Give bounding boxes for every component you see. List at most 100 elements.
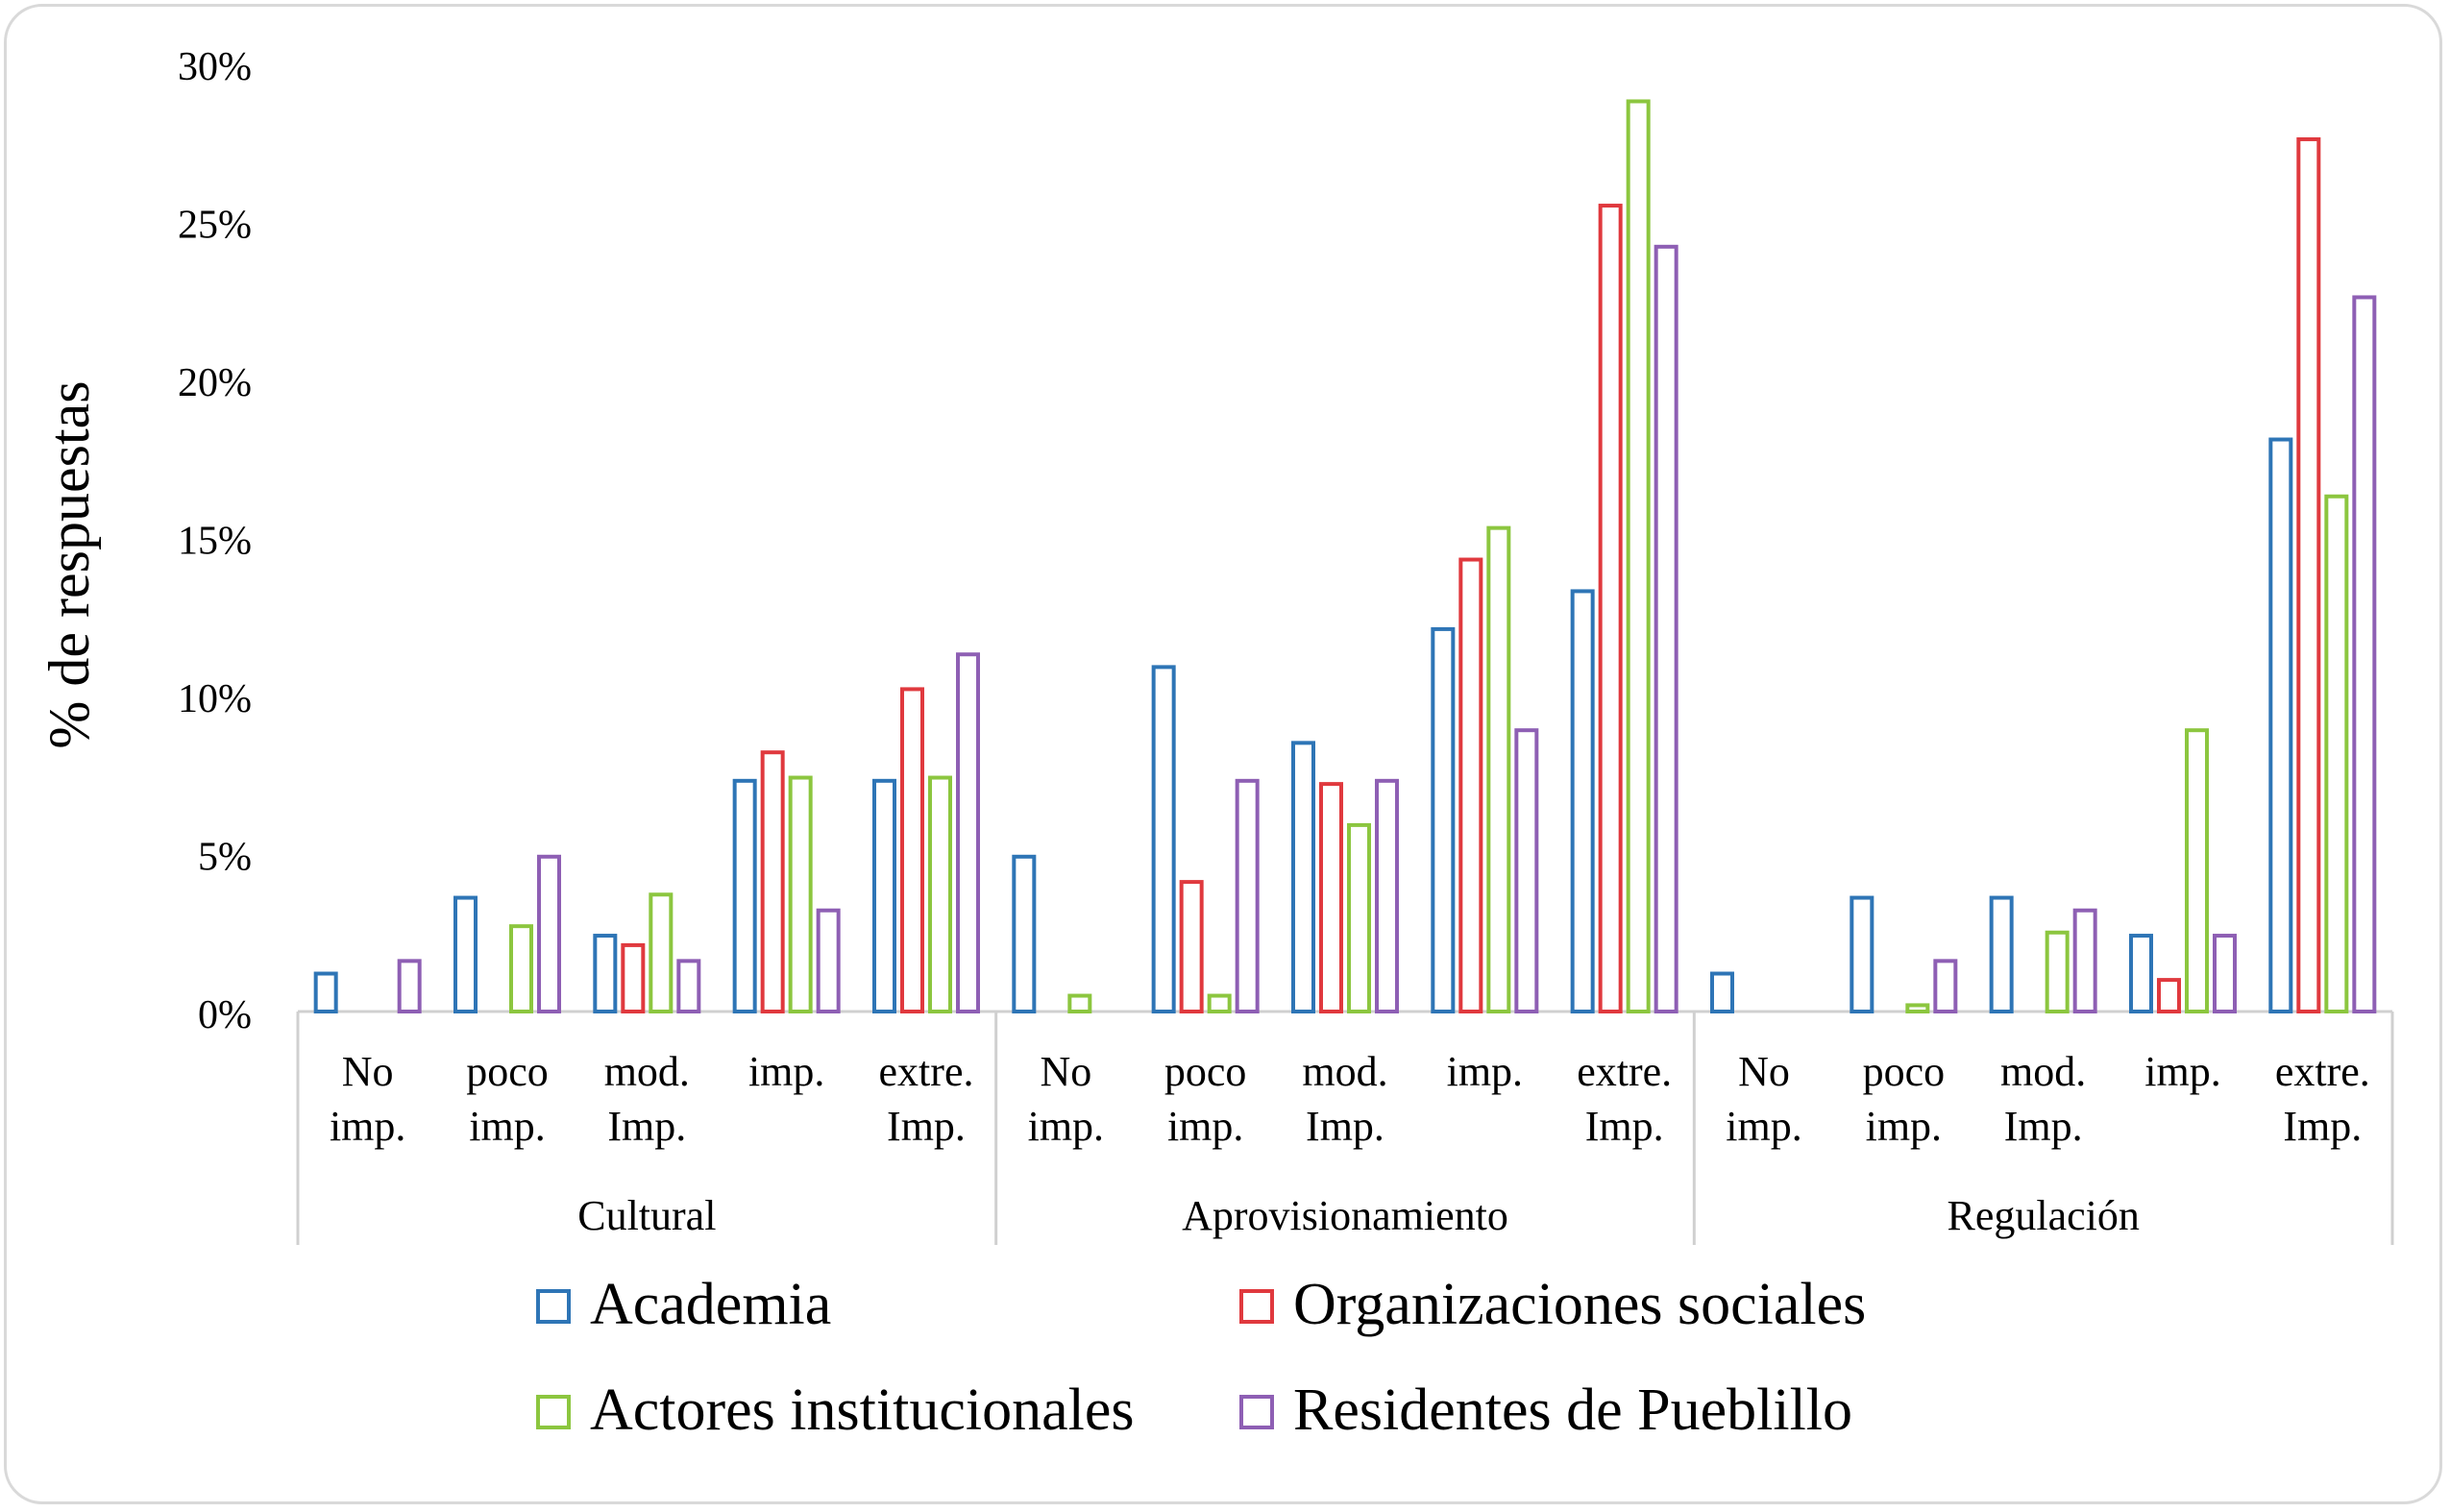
group-label: Aprovisionamiento bbox=[1182, 1192, 1508, 1239]
bar bbox=[900, 687, 924, 1013]
y-tick-label: 20% bbox=[178, 361, 252, 405]
bar bbox=[816, 908, 841, 1013]
bar bbox=[453, 895, 478, 1013]
bar bbox=[1989, 895, 2014, 1013]
x-tick-label: imp. bbox=[2144, 1048, 2220, 1095]
x-tick-label: extre. bbox=[1577, 1048, 1672, 1095]
x-tick-label: Imp. bbox=[1585, 1103, 1664, 1150]
bar bbox=[2268, 437, 2293, 1013]
x-tick-label: Imp. bbox=[607, 1103, 686, 1150]
bar bbox=[1626, 99, 1651, 1014]
x-tick-label: imp. bbox=[469, 1103, 545, 1150]
bar bbox=[732, 778, 757, 1014]
bar bbox=[509, 924, 533, 1013]
x-tick-label: imp. bbox=[1028, 1103, 1104, 1150]
bar bbox=[1235, 778, 1260, 1014]
bar bbox=[1319, 782, 1343, 1013]
bar bbox=[2185, 728, 2209, 1013]
bar bbox=[2072, 908, 2097, 1013]
x-tick-label: No bbox=[1738, 1048, 1790, 1095]
bar bbox=[1151, 665, 1176, 1013]
x-tick-label: poco bbox=[1863, 1048, 1946, 1095]
x-tick-label: mod. bbox=[1302, 1048, 1387, 1095]
legend-swatch bbox=[536, 1395, 571, 1429]
x-tick-label: imp. bbox=[1866, 1103, 1942, 1150]
bar bbox=[2157, 978, 2181, 1013]
x-axis-labels: No imp. poco imp. mod. Imp. imp. extre. Imp. Cult… bbox=[330, 1048, 2370, 1239]
bar bbox=[760, 750, 785, 1013]
bar bbox=[956, 652, 980, 1013]
x-tick-label: Imp. bbox=[887, 1103, 966, 1150]
bar bbox=[1431, 626, 1456, 1013]
legend-label: Academia bbox=[590, 1272, 831, 1337]
bar bbox=[928, 775, 952, 1013]
x-tick-label: extre. bbox=[2275, 1048, 2370, 1095]
legend-swatch bbox=[1239, 1395, 1274, 1429]
chart-frame bbox=[4, 4, 2442, 1504]
legend: Academia Organizaciones sociales Actores i… bbox=[536, 1272, 1866, 1443]
bars bbox=[313, 99, 2377, 1014]
bar bbox=[1850, 895, 1874, 1013]
bar bbox=[537, 854, 561, 1013]
bar bbox=[1654, 244, 1678, 1013]
bar bbox=[1598, 204, 1623, 1014]
bar bbox=[649, 892, 674, 1014]
bar bbox=[621, 942, 646, 1013]
bar bbox=[1012, 854, 1037, 1013]
bar bbox=[2045, 930, 2070, 1013]
bar bbox=[1514, 728, 1539, 1013]
x-tick-label: extre. bbox=[879, 1048, 974, 1095]
bar bbox=[1375, 778, 1399, 1014]
bar bbox=[1570, 589, 1595, 1013]
legend-label: Residentes de Pueblillo bbox=[1293, 1378, 1852, 1443]
x-tick-label: No bbox=[342, 1048, 394, 1095]
x-tick-label: Imp. bbox=[2004, 1103, 2083, 1150]
bar bbox=[1933, 959, 1958, 1013]
y-tick-label: 5% bbox=[198, 836, 252, 880]
bar bbox=[397, 959, 422, 1013]
y-tick-label: 25% bbox=[178, 204, 252, 248]
bar bbox=[1207, 993, 1232, 1014]
x-tick-label: No bbox=[1040, 1048, 1091, 1095]
group-label: Cultural bbox=[577, 1192, 716, 1239]
y-axis-title: % de respuestas bbox=[37, 380, 101, 748]
x-tick-label: mod. bbox=[2000, 1048, 2086, 1095]
bar bbox=[1067, 993, 1092, 1014]
x-tick-label: imp. bbox=[1447, 1048, 1523, 1095]
bar bbox=[788, 775, 813, 1013]
x-tick-label: poco bbox=[466, 1048, 549, 1095]
bar bbox=[872, 778, 896, 1014]
y-tick-label: 15% bbox=[178, 520, 252, 564]
y-tick-label: 10% bbox=[178, 677, 252, 721]
x-tick-label: imp. bbox=[1726, 1103, 1801, 1150]
legend-swatch bbox=[536, 1289, 571, 1324]
x-tick-label: imp. bbox=[330, 1103, 405, 1150]
bar bbox=[1486, 525, 1511, 1013]
bar bbox=[1179, 880, 1204, 1013]
x-tick-label: Imp. bbox=[1306, 1103, 1384, 1150]
x-tick-label: imp. bbox=[748, 1048, 824, 1095]
bar bbox=[593, 934, 618, 1013]
x-tick-label: Imp. bbox=[2283, 1103, 2362, 1150]
bar bbox=[2324, 494, 2349, 1013]
bar bbox=[1710, 971, 1734, 1014]
group-label: Regulación bbox=[1947, 1192, 2139, 1239]
bar bbox=[2129, 934, 2153, 1013]
legend-swatch bbox=[1239, 1289, 1274, 1324]
bar bbox=[1347, 822, 1371, 1014]
x-tick-label: poco bbox=[1164, 1048, 1247, 1095]
legend-label: Actores institucionales bbox=[590, 1378, 1134, 1443]
bar bbox=[2352, 295, 2377, 1013]
y-tick-label: 30% bbox=[178, 45, 252, 89]
bar bbox=[2213, 934, 2237, 1013]
bar bbox=[313, 971, 338, 1014]
bar bbox=[1291, 741, 1315, 1013]
legend-label: Organizaciones sociales bbox=[1293, 1272, 1866, 1337]
y-tick-label: 0% bbox=[198, 993, 252, 1037]
bar bbox=[1458, 557, 1483, 1014]
bar bbox=[1905, 1003, 1930, 1014]
x-tick-label: imp. bbox=[1167, 1103, 1243, 1150]
x-tick-label: mod. bbox=[604, 1048, 690, 1095]
bar bbox=[676, 959, 701, 1013]
